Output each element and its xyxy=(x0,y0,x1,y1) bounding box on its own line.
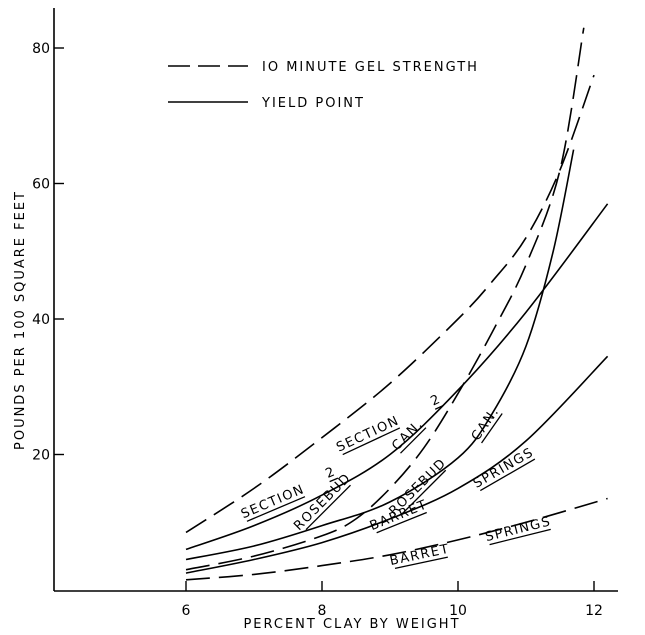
barret-springs-gel-strength-line xyxy=(185,497,608,581)
curve-label-underline xyxy=(489,528,551,546)
curve-label-underline xyxy=(246,496,306,522)
legend-yield-point-label: YIELD POINT xyxy=(261,96,365,111)
y-tick-label: 20 xyxy=(32,448,50,464)
curve-label: SPRINGS xyxy=(484,514,553,545)
curve-label-underline xyxy=(434,404,444,410)
axes: 6 8 10 12 20 40 60 80 xyxy=(32,8,618,619)
y-axis-title: POUNDS PER 100 SQUARE FEET xyxy=(13,190,28,450)
barret-springs-yield-point-line xyxy=(185,355,609,574)
curve-label-underline xyxy=(329,477,339,483)
curve-label: BARRET xyxy=(388,542,451,569)
curve-labels: SECTION2SECTION2ROSEBUDCAN.ROSEBUDCAN.BA… xyxy=(239,392,553,569)
curve-label: ROSEBUD xyxy=(291,470,354,533)
x-tick-label: 8 xyxy=(318,603,327,619)
y-tick-label: 60 xyxy=(32,177,50,193)
rosebud-can-gel-strength-line xyxy=(185,27,585,571)
x-tick-label: 6 xyxy=(182,603,191,619)
curve-label-underline xyxy=(400,469,447,516)
curve-label: SECTION xyxy=(334,413,402,455)
curve-label-underline xyxy=(479,458,536,492)
legend-gel-strength-label: IO MINUTE GEL STRENGTH xyxy=(262,60,479,75)
curve-label-underline xyxy=(376,511,427,534)
curve-label-underline xyxy=(394,556,448,569)
x-tick-label: 10 xyxy=(449,603,467,619)
y-tick-label: 40 xyxy=(32,312,50,328)
curve-label-underline xyxy=(400,427,427,454)
curve-label-underline xyxy=(342,427,401,456)
section-2-yield-point-line xyxy=(185,203,609,551)
x-tick-label: 12 xyxy=(585,603,603,619)
curve-label-underline xyxy=(305,484,351,531)
series-layer xyxy=(185,27,609,581)
y-tick-label: 80 xyxy=(32,41,50,57)
rosebud-can-yield-point-line xyxy=(185,149,575,561)
section-2-gel-strength-line xyxy=(185,74,595,534)
curve-label: SPRINGS xyxy=(471,445,537,492)
legend: IO MINUTE GEL STRENGTH YIELD POINT xyxy=(168,60,479,111)
x-axis-title: PERCENT CLAY BY WEIGHT xyxy=(243,617,460,632)
curve-label-underline xyxy=(481,413,503,444)
